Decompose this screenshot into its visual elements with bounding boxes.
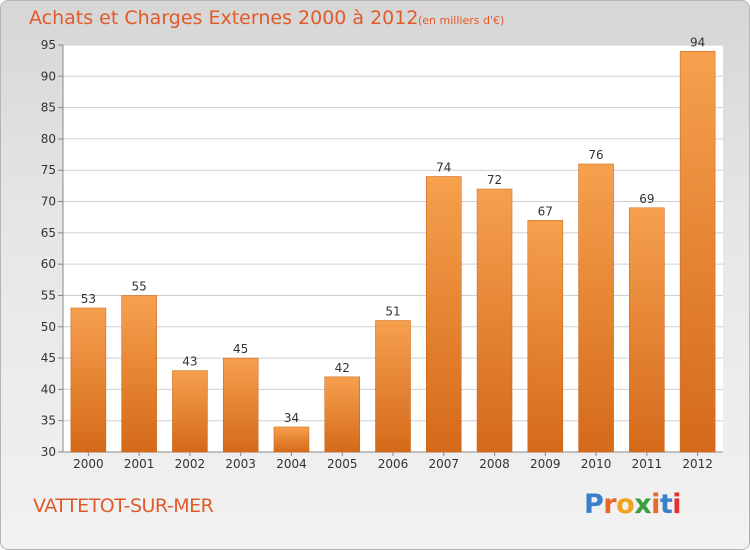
y-tick-label: 50 (41, 320, 56, 334)
bar-2009 (527, 220, 564, 453)
x-tick-label-2008: 2008 (479, 457, 510, 471)
bar-2012 (679, 51, 716, 453)
logo-letter: r (603, 489, 617, 520)
y-tick-label: 80 (41, 132, 56, 146)
x-tick-label-2000: 2000 (73, 457, 104, 471)
logo-letter: o (616, 489, 635, 520)
proxiti-logo: Proxiti (584, 489, 682, 520)
logo-letter: P (584, 489, 604, 520)
data-label-2010: 76 (588, 148, 603, 162)
town-name: VATTETOT-SUR-MER (33, 495, 214, 517)
data-label-2011: 69 (639, 192, 654, 206)
bar-2000 (70, 307, 107, 453)
x-tick-label-2010: 2010 (581, 457, 612, 471)
y-tick-label: 75 (41, 163, 56, 177)
bar-2006 (375, 320, 411, 453)
data-label-2005: 42 (335, 361, 350, 375)
bar-2004 (273, 426, 310, 453)
x-tick-label-2002: 2002 (175, 457, 206, 471)
logo-letter: i (651, 489, 660, 520)
y-tick-label: 30 (41, 445, 56, 459)
y-tick-label: 45 (41, 351, 56, 365)
y-tick-label: 90 (41, 69, 56, 83)
data-label-2006: 51 (385, 305, 400, 319)
bar-2010 (578, 163, 614, 453)
x-tick-label-2012: 2012 (682, 457, 713, 471)
y-tick-label: 65 (41, 226, 56, 240)
bar-2011 (629, 207, 665, 453)
data-label-2002: 43 (182, 355, 197, 369)
bar-2003 (222, 357, 259, 453)
x-tick-label-2011: 2011 (632, 457, 663, 471)
y-tick-label: 55 (41, 288, 56, 302)
logo-letter: x (634, 489, 652, 520)
data-label-2007: 74 (436, 160, 451, 174)
y-tick-label: 40 (41, 382, 56, 396)
bar-2001 (121, 295, 157, 453)
chart-title: Achats et Charges Externes 2000 à 2012 (29, 7, 419, 29)
bar-2002 (172, 370, 208, 453)
y-tick-label: 35 (41, 414, 56, 428)
y-tick-label: 95 (41, 38, 56, 52)
x-tick-label-2001: 2001 (124, 457, 155, 471)
x-tick-label-2006: 2006 (378, 457, 409, 471)
x-tick-label-2003: 2003 (225, 457, 256, 471)
x-tick-label-2004: 2004 (276, 457, 307, 471)
logo-letter: t (659, 489, 673, 520)
data-label-2004: 34 (284, 411, 299, 425)
x-tick-label-2005: 2005 (327, 457, 358, 471)
data-label-2000: 53 (81, 292, 96, 306)
x-tick-label-2007: 2007 (428, 457, 459, 471)
chart-unit-note: (en milliers d'€) (418, 14, 505, 27)
bar-2007 (426, 176, 462, 453)
data-label-2009: 67 (538, 204, 553, 218)
bar-2008 (476, 188, 513, 453)
y-tick-label: 85 (41, 101, 56, 115)
data-label-2008: 72 (487, 173, 502, 187)
x-tick-label-2009: 2009 (530, 457, 561, 471)
logo-letter: i (672, 489, 682, 520)
data-label-2012: 94 (690, 35, 705, 49)
y-tick-label: 70 (41, 195, 56, 209)
data-label-2001: 55 (132, 279, 147, 293)
y-tick-label: 60 (41, 257, 56, 271)
data-label-2003: 45 (233, 342, 248, 356)
bar-2005 (324, 376, 360, 453)
